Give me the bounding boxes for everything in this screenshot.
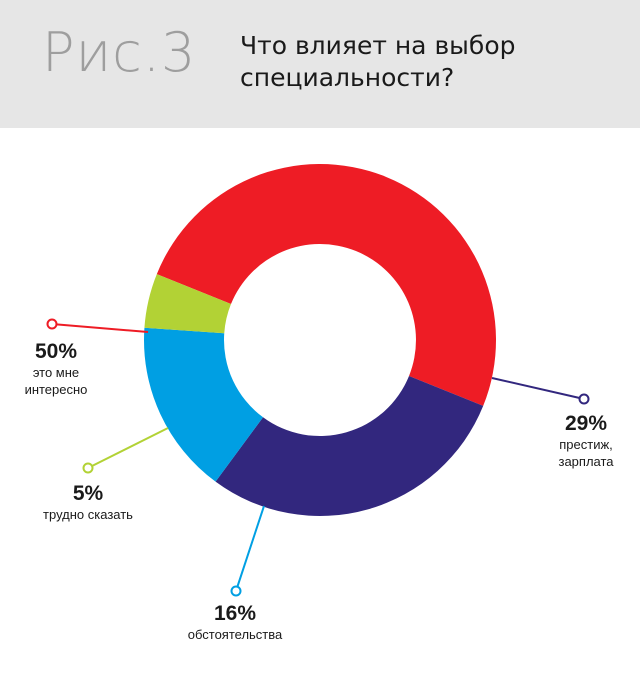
- leader-hard-to-say: [87, 427, 169, 469]
- header-band: Рис.3 Что влияет на выбор специальности?: [0, 0, 640, 128]
- leader-prestige: [491, 377, 585, 400]
- label-hard-to-say-percent: 5%: [72, 482, 104, 505]
- leader-interesting: [51, 323, 149, 333]
- leader-prestige-marker: [578, 393, 590, 405]
- slice-hard-to-say: [144, 274, 231, 334]
- label-interesting-desc-2: интересно: [24, 382, 88, 397]
- figure-label: Рис.3: [42, 21, 197, 84]
- leader-circumstances: [235, 505, 265, 592]
- label-prestige-desc-2: зарплата: [558, 454, 614, 469]
- label-circumstances-percent: 16%: [213, 602, 257, 625]
- label-prestige-desc-1: престиж,: [559, 437, 613, 452]
- label-hard-to-say: 5% трудно сказать: [28, 482, 148, 523]
- label-interesting-desc-1: это мне: [32, 365, 80, 380]
- label-interesting-percent: 50%: [34, 340, 78, 363]
- leader-interesting-marker: [46, 318, 58, 330]
- slice-interesting: [156, 164, 497, 406]
- label-hard-to-say-desc-1: трудно сказать: [43, 507, 133, 522]
- label-prestige: 29% престиж, зарплата: [536, 412, 636, 470]
- label-interesting: 50% это мне интересно: [16, 340, 96, 398]
- chart-title: Что влияет на выбор специальности?: [240, 30, 620, 94]
- label-circumstances-desc-1: обстоятельства: [187, 627, 283, 642]
- leader-hard-to-say-marker: [82, 462, 94, 474]
- chart-title-line-1: Что влияет на выбор: [240, 31, 516, 60]
- chart-title-line-2: специальности?: [240, 63, 455, 92]
- leader-circumstances-marker: [230, 585, 242, 597]
- slice-prestige: [215, 375, 484, 516]
- slice-circumstances: [144, 327, 264, 482]
- label-circumstances: 16% обстоятельства: [170, 602, 300, 643]
- label-prestige-percent: 29%: [564, 412, 608, 435]
